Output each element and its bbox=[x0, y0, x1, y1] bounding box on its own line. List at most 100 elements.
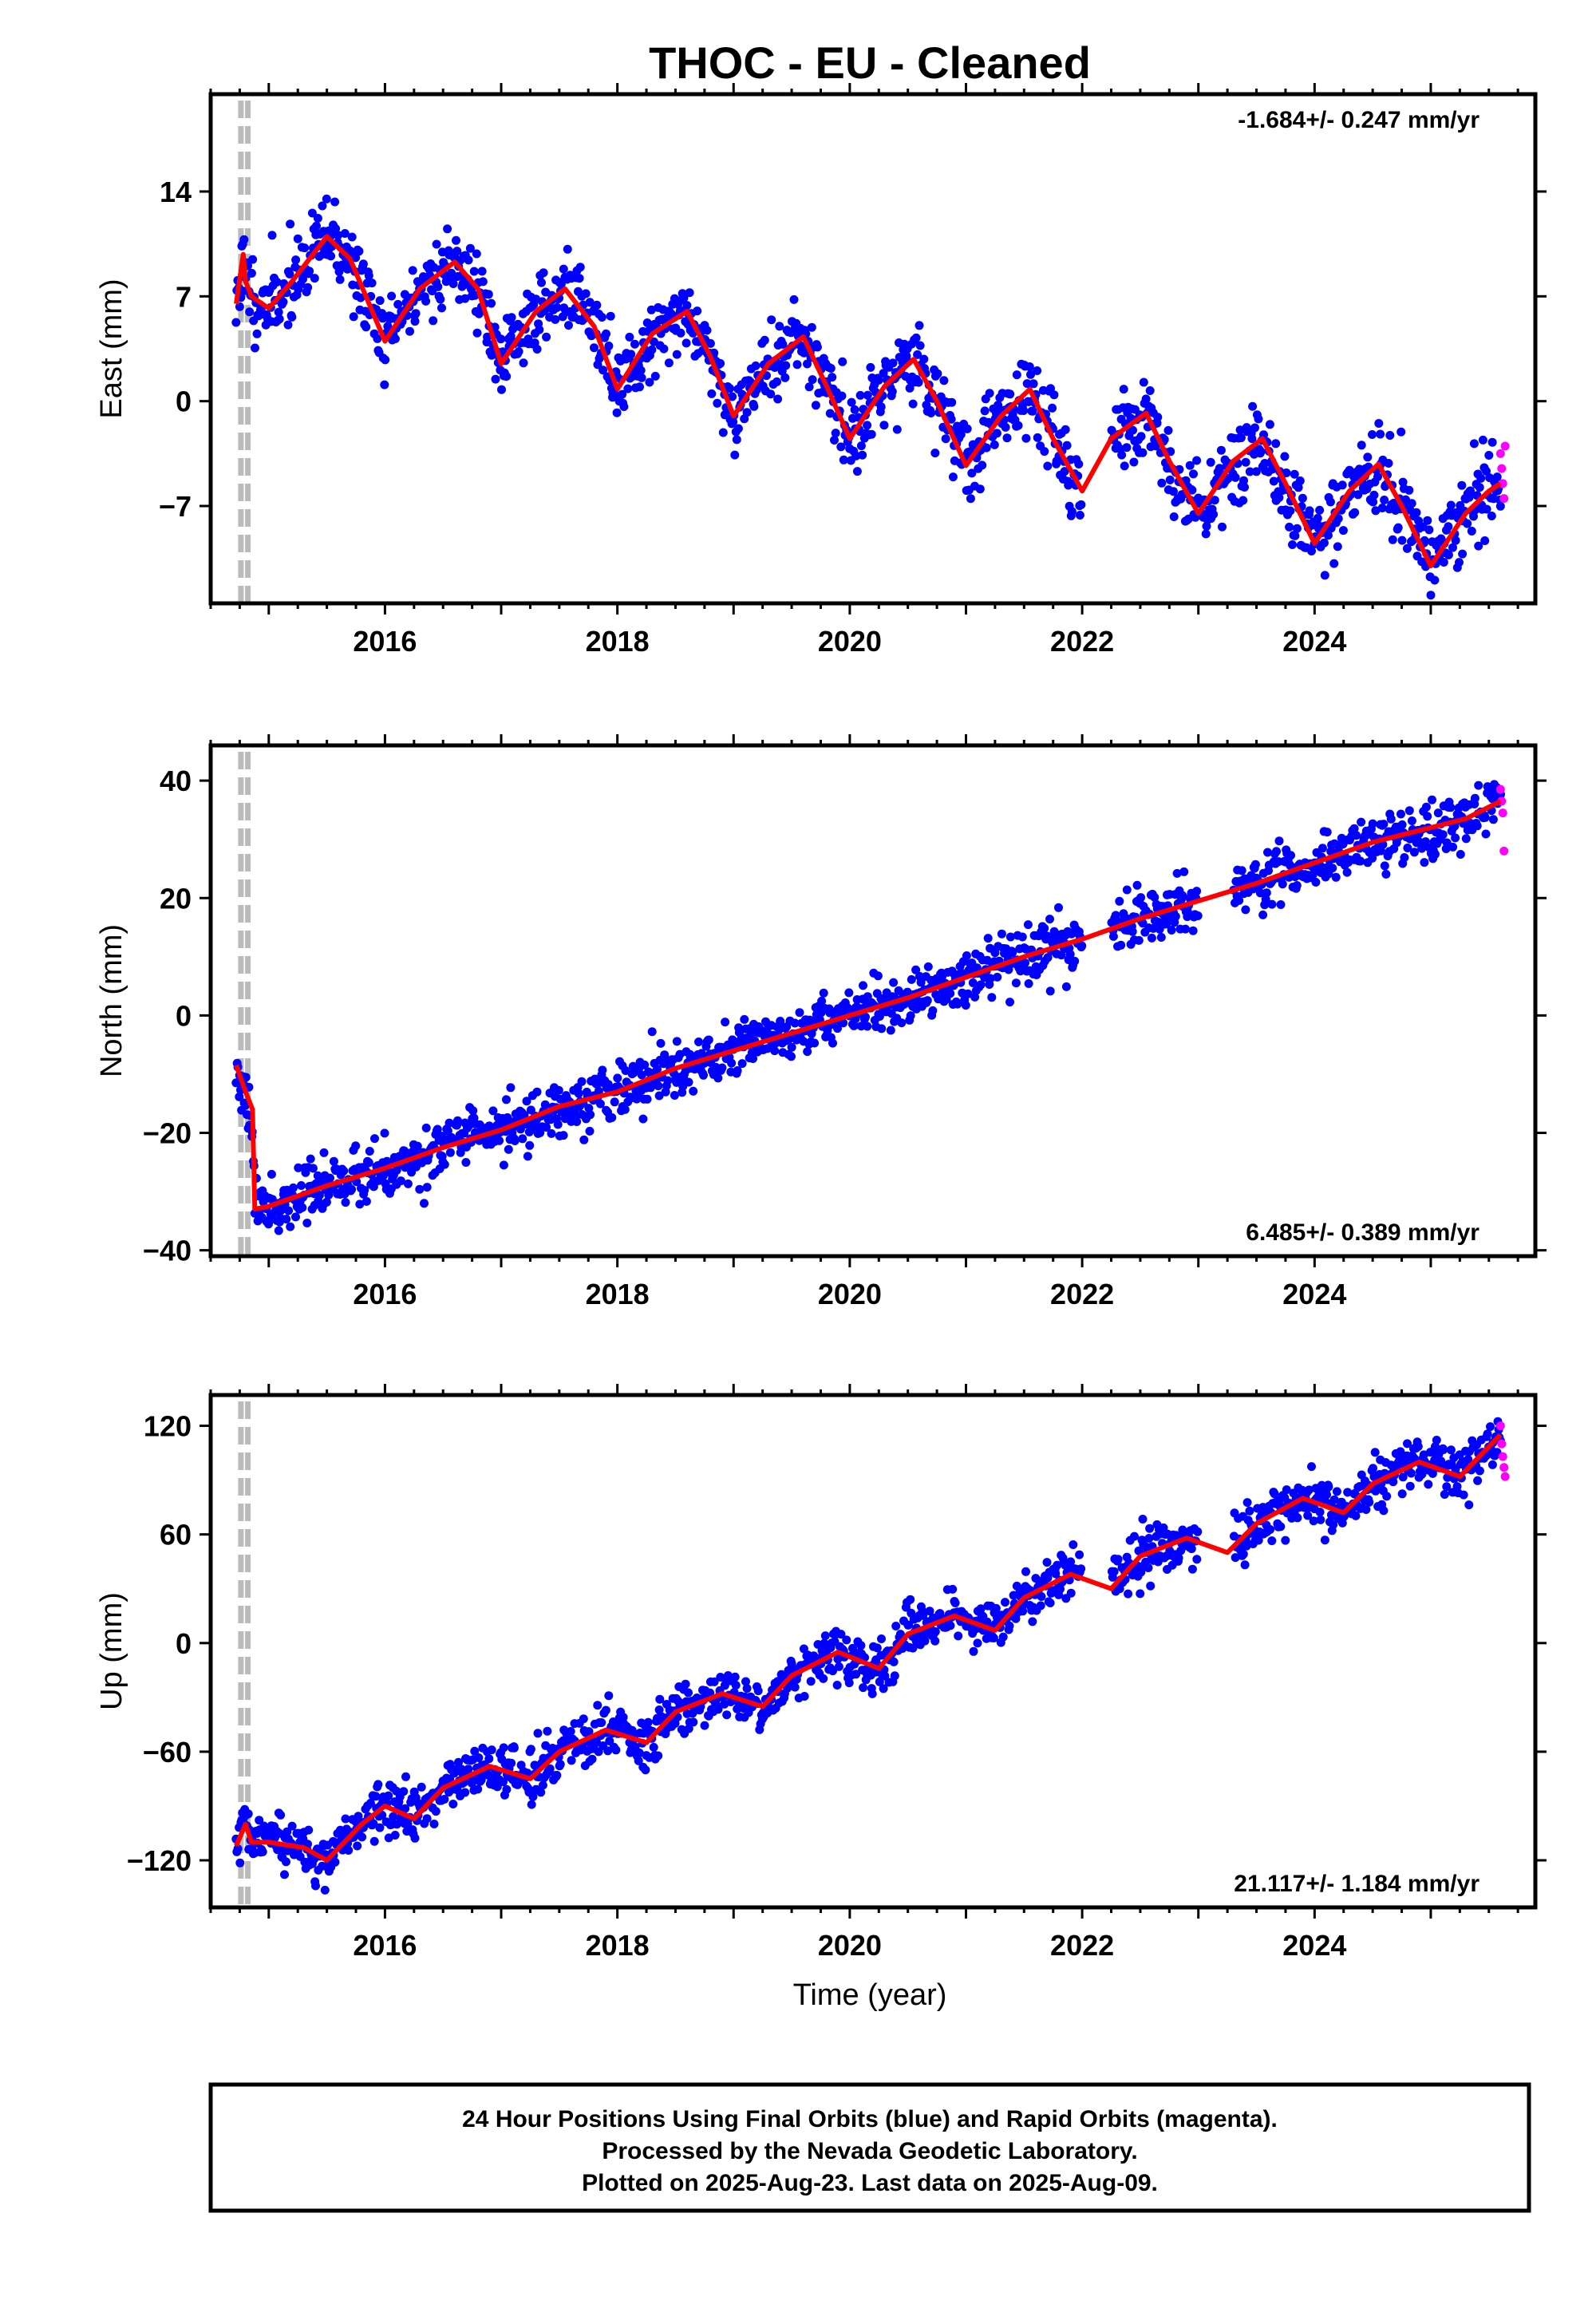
data-point bbox=[410, 317, 420, 326]
data-point bbox=[916, 978, 926, 987]
data-point bbox=[1398, 1472, 1408, 1482]
data-point bbox=[760, 335, 769, 345]
data-point bbox=[689, 1717, 698, 1727]
data-point bbox=[1396, 427, 1406, 437]
data-point bbox=[365, 1798, 375, 1808]
data-point bbox=[1255, 888, 1265, 898]
data-point bbox=[1438, 830, 1448, 840]
data-point bbox=[1337, 480, 1347, 490]
data-point bbox=[1282, 1485, 1291, 1495]
y-tick-label: −20 bbox=[143, 1117, 192, 1150]
data-point bbox=[807, 322, 816, 332]
y-tick-label: 120 bbox=[144, 1410, 192, 1443]
data-point bbox=[443, 1126, 452, 1136]
data-point bbox=[913, 350, 922, 359]
data-point bbox=[282, 1215, 291, 1223]
data-point bbox=[638, 1114, 648, 1124]
data-point bbox=[1431, 849, 1440, 859]
rapid-data-point bbox=[1497, 464, 1507, 473]
data-point bbox=[1209, 510, 1219, 519]
data-point bbox=[474, 309, 484, 318]
data-point bbox=[1260, 459, 1270, 468]
data-point bbox=[367, 279, 377, 288]
data-point bbox=[664, 358, 674, 368]
data-point bbox=[594, 1086, 603, 1096]
data-point bbox=[1025, 362, 1034, 371]
data-point bbox=[474, 1753, 484, 1762]
data-point bbox=[873, 971, 883, 981]
data-point bbox=[1333, 514, 1343, 524]
data-point bbox=[433, 282, 443, 291]
data-point bbox=[353, 1841, 362, 1851]
data-point bbox=[656, 1038, 666, 1048]
data-point bbox=[716, 1673, 725, 1682]
data-point bbox=[886, 1026, 895, 1035]
data-point bbox=[681, 338, 691, 348]
data-point bbox=[879, 1684, 888, 1694]
data-point bbox=[850, 405, 859, 414]
data-point bbox=[1363, 453, 1373, 462]
data-point bbox=[1028, 406, 1037, 416]
data-point bbox=[670, 1091, 679, 1100]
data-point bbox=[1037, 1592, 1046, 1601]
data-point bbox=[1317, 844, 1327, 853]
data-point bbox=[781, 361, 791, 370]
x-tick-label: 2020 bbox=[818, 1929, 882, 1962]
data-point bbox=[432, 239, 441, 249]
data-point bbox=[613, 1073, 622, 1083]
data-point bbox=[828, 1666, 837, 1676]
x-tick-label: 2024 bbox=[1282, 625, 1346, 658]
data-point bbox=[730, 1672, 740, 1682]
data-point bbox=[722, 1710, 732, 1720]
data-point bbox=[1320, 571, 1329, 580]
data-point bbox=[598, 366, 608, 375]
data-point bbox=[1134, 1546, 1144, 1555]
data-point bbox=[1240, 874, 1250, 883]
data-point bbox=[737, 1059, 747, 1069]
data-point bbox=[727, 1058, 737, 1068]
data-point bbox=[523, 1152, 532, 1161]
data-point bbox=[526, 1745, 535, 1754]
data-point bbox=[330, 1857, 340, 1867]
data-point bbox=[1012, 370, 1021, 380]
data-point bbox=[1193, 911, 1203, 920]
data-point bbox=[1379, 1506, 1389, 1516]
data-point bbox=[825, 409, 835, 418]
data-point bbox=[806, 1677, 816, 1686]
data-point bbox=[915, 321, 924, 330]
data-point bbox=[635, 382, 644, 392]
data-point bbox=[975, 484, 985, 494]
data-point bbox=[356, 293, 365, 302]
data-point bbox=[1238, 496, 1248, 505]
model-fit-line bbox=[234, 234, 1502, 569]
data-point bbox=[930, 1627, 940, 1636]
data-point bbox=[365, 1147, 374, 1156]
data-point bbox=[859, 1683, 868, 1693]
data-point bbox=[1021, 958, 1029, 967]
data-point bbox=[461, 1158, 471, 1167]
data-point bbox=[239, 235, 249, 244]
data-point bbox=[472, 328, 482, 338]
data-point bbox=[1210, 496, 1219, 505]
data-point bbox=[1074, 460, 1084, 468]
data-point bbox=[969, 1646, 978, 1656]
data-point bbox=[483, 332, 492, 342]
data-point bbox=[1262, 888, 1271, 898]
data-point bbox=[347, 232, 357, 242]
data-point bbox=[908, 1643, 918, 1653]
data-point bbox=[283, 320, 293, 330]
data-point bbox=[789, 294, 799, 304]
data-point bbox=[369, 1819, 378, 1828]
data-point bbox=[564, 321, 573, 330]
data-point bbox=[499, 1777, 508, 1787]
data-point bbox=[877, 1024, 887, 1034]
data-point bbox=[1045, 1599, 1055, 1607]
data-point bbox=[1145, 386, 1155, 395]
data-point bbox=[540, 1100, 550, 1109]
data-point bbox=[1407, 816, 1416, 825]
rate-annotation: 21.117+/- 1.184 mm/yr bbox=[1234, 1871, 1479, 1897]
data-point bbox=[1374, 419, 1384, 428]
data-point bbox=[1466, 486, 1475, 496]
data-point bbox=[1428, 795, 1436, 804]
data-point bbox=[1328, 864, 1337, 873]
